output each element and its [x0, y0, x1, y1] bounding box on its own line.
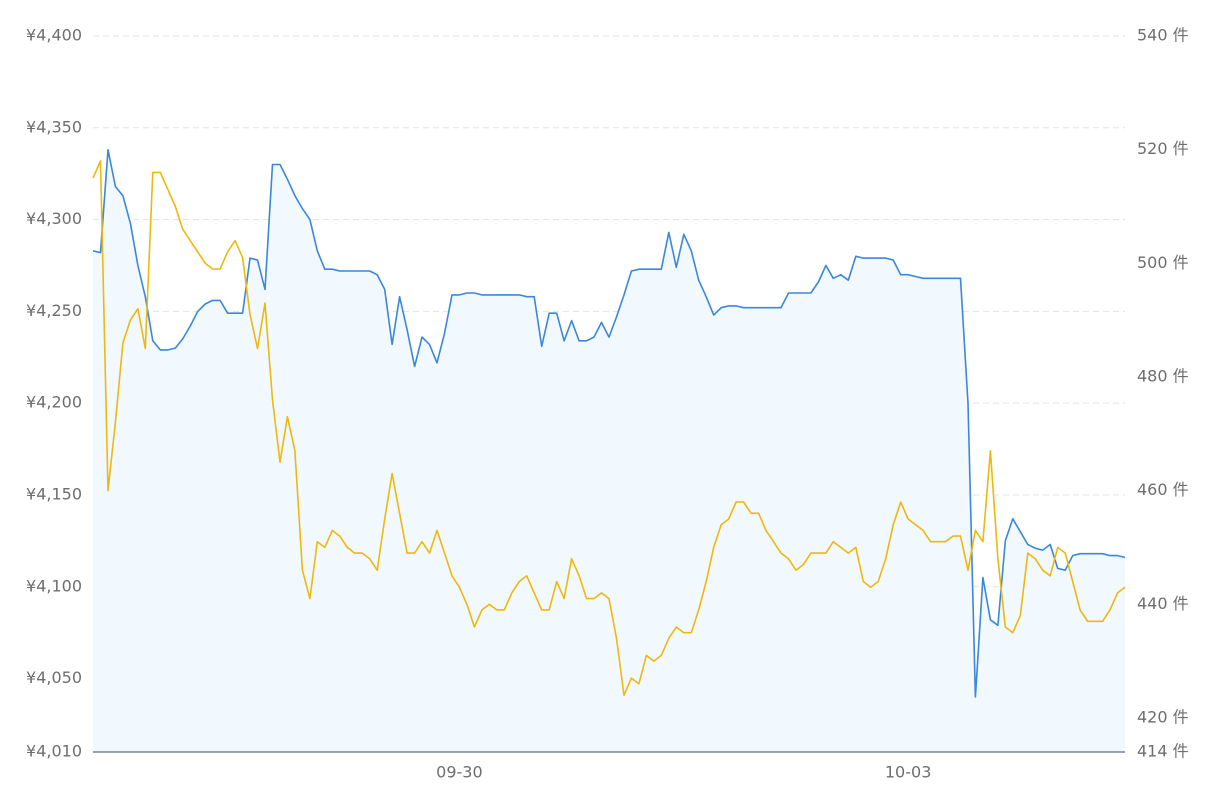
lines [92, 149, 1126, 698]
area-fill [93, 149, 1125, 753]
y-tick-label: ¥4,350 [26, 117, 82, 136]
y-tick-label: ¥4,150 [26, 484, 82, 503]
y2-tick-label: 440 件 [1137, 594, 1189, 613]
y-tick-label: ¥4,250 [26, 301, 82, 320]
x-tick-label: 09-30 [436, 763, 483, 782]
y-tick-label: ¥4,300 [26, 209, 82, 228]
y2-tick-label: 540 件 [1137, 26, 1189, 45]
y2-tick-label: 460 件 [1137, 480, 1189, 499]
y-tick-label: ¥4,200 [26, 393, 82, 412]
y2-tick-label: 414 件 [1137, 742, 1189, 761]
y-tick-label: ¥4,050 [26, 668, 82, 687]
y2-tick-label: 420 件 [1137, 707, 1189, 726]
y2-tick-label: 480 件 [1137, 366, 1189, 385]
y-tick-label: ¥4,400 [26, 26, 82, 45]
data-line [92, 149, 1126, 698]
y2-tick-label: 520 件 [1137, 139, 1189, 158]
areas [93, 149, 1125, 753]
y-tick-label: ¥4,010 [26, 742, 82, 761]
labels: ¥4,010 ¥4,050 ¥4,100 ¥4,150 ¥4,200 ¥4,250 ¥4,3… [26, 26, 1189, 782]
x-tick-label: 10-03 [885, 763, 932, 782]
y2-tick-label: 500 件 [1137, 253, 1189, 272]
data-line [92, 160, 1126, 696]
y-tick-label: ¥4,100 [26, 576, 82, 595]
